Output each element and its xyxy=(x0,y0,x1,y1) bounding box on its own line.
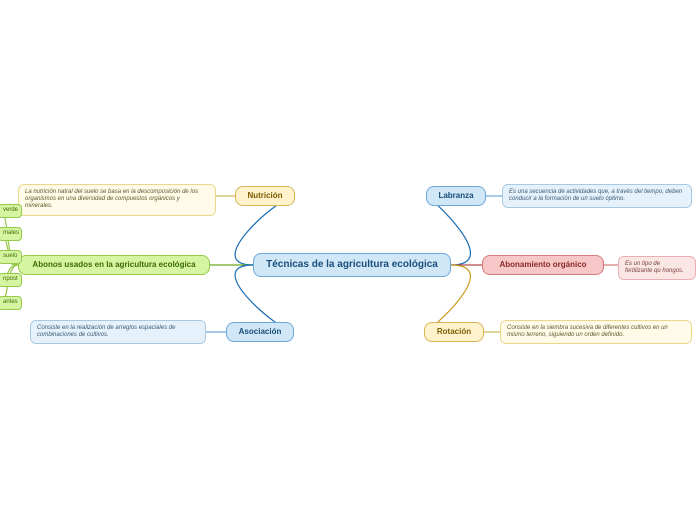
abonos-leaf[interactable]: males xyxy=(0,227,22,241)
branch-abonamiento[interactable]: Abonamiento orgánico xyxy=(482,255,604,275)
branch-labranza[interactable]: Labranza xyxy=(426,186,486,206)
note-nutricion: La nutrición natral del suelo se basa en… xyxy=(18,184,216,216)
branch-label: Nutrición xyxy=(247,191,282,201)
note-text: Es una secuencia de actividades que, a t… xyxy=(509,189,682,202)
abonos-leaf[interactable]: npost xyxy=(0,273,22,287)
note-asociacion: Consiste en la realización de arreglos e… xyxy=(30,320,206,344)
note-labranza: Es una secuencia de actividades que, a t… xyxy=(502,184,692,208)
abonos-leaf[interactable]: suelo xyxy=(0,250,22,264)
note-abonamiento: Es un tipo de fertilizante qu hongos. xyxy=(618,256,696,280)
branch-abonos[interactable]: Abonos usados en la agricultura ecológic… xyxy=(18,255,210,275)
abonos-leaf[interactable]: verde xyxy=(0,204,22,218)
branch-label: Rotación xyxy=(437,327,471,337)
note-text: Consiste en la realización de arreglos e… xyxy=(37,325,175,338)
note-text: Es un tipo de fertilizante qu hongos. xyxy=(625,261,684,274)
center-node[interactable]: Técnicas de la agricultura ecológica xyxy=(253,253,451,277)
center-label: Técnicas de la agricultura ecológica xyxy=(266,259,438,271)
branch-label: Labranza xyxy=(438,191,473,201)
abonos-leaf[interactable]: antes xyxy=(0,296,22,310)
branch-rotacion[interactable]: Rotación xyxy=(424,322,484,342)
branch-label: Abonos usados en la agricultura ecológic… xyxy=(32,260,195,270)
branch-asociacion[interactable]: Asociación xyxy=(226,322,294,342)
note-text: La nutrición natral del suelo se basa en… xyxy=(25,189,198,209)
branch-nutricion[interactable]: Nutrición xyxy=(235,186,295,206)
note-rotacion: Consiste en la siembra sucesiva de difer… xyxy=(500,320,692,344)
note-text: Consiste en la siembra sucesiva de difer… xyxy=(507,325,668,338)
branch-label: Asociación xyxy=(239,327,282,337)
branch-label: Abonamiento orgánico xyxy=(499,260,586,270)
